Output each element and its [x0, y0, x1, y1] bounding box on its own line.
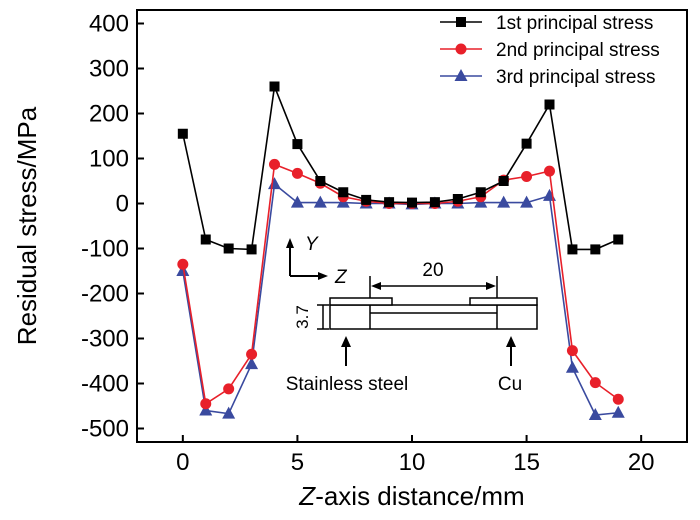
inset-y-label: Y: [305, 234, 319, 255]
data-point: [497, 195, 511, 208]
inset-schematic: Y Z 20 3.7 Stainless steel Cu: [286, 234, 538, 395]
data-point: [475, 187, 486, 198]
data-point: [200, 398, 212, 410]
legend-label: 1st principal stress: [496, 13, 653, 34]
inset-steel-arrow-head: [341, 336, 351, 347]
data-point: [313, 195, 327, 208]
series-layer: [176, 81, 625, 420]
y-tick-label: -300: [81, 326, 129, 353]
data-point: [544, 99, 555, 110]
y-tick-label: -400: [81, 371, 129, 398]
data-point: [498, 176, 509, 186]
x-tick-label: 10: [399, 449, 426, 476]
data-point: [429, 197, 440, 208]
data-point: [246, 244, 257, 255]
data-point: [543, 188, 556, 201]
legend-entry: 1st principal stress: [440, 13, 653, 34]
x-tick-label: 0: [176, 449, 189, 476]
data-point: [452, 194, 463, 204]
data-point: [407, 197, 417, 208]
inset-right-tab: [469, 297, 538, 306]
data-point: [613, 234, 624, 245]
axis-ticks: [137, 22, 643, 442]
inset-left-tab: [329, 297, 393, 306]
legend-marker: [455, 43, 467, 55]
data-point: [315, 176, 326, 186]
series-line: [182, 83, 619, 251]
series-2: [177, 158, 624, 410]
legend-label: 2nd principal stress: [496, 40, 660, 61]
data-point: [566, 345, 578, 357]
inset-z-label: Z: [334, 267, 348, 288]
data-point: [292, 139, 303, 150]
inset-dim-arrow-right: [486, 282, 496, 290]
inset-thickness-label: 3.7: [293, 305, 312, 329]
data-point: [290, 195, 304, 208]
data-point: [223, 243, 234, 254]
legend-entry: 2nd principal stress: [440, 40, 660, 61]
y-axis-title: Residual stress/MPa: [12, 106, 42, 345]
data-point: [361, 194, 372, 205]
inset-z-arrow-head: [318, 272, 328, 280]
data-point: [269, 158, 280, 170]
y-tick-label: -200: [81, 281, 129, 308]
inset-specimen-body: [329, 304, 538, 330]
x-axis-title-italic: Z: [298, 481, 316, 511]
y-tick-label: -500: [81, 416, 129, 443]
series-1: [177, 81, 624, 255]
data-point: [246, 348, 258, 360]
data-point: [521, 138, 532, 149]
data-point: [222, 406, 236, 419]
axis-tick-labels: 0 5 10 15 20 400 300 200 100 0 -100 -200 -300 -400 -50…: [81, 11, 655, 477]
data-point: [177, 128, 188, 139]
inset-steel-label: Stainless steel: [286, 374, 409, 395]
data-point: [612, 393, 624, 405]
data-point: [544, 165, 555, 177]
x-axis-title: Z-axis distance/mm: [298, 481, 524, 511]
x-tick-label: 5: [291, 449, 304, 476]
legend-entry: 3rd principal stress: [440, 67, 655, 88]
y-tick-label: 400: [89, 11, 129, 38]
data-point: [200, 234, 211, 245]
inset-y-arrow-head: [286, 238, 294, 248]
data-point: [269, 81, 280, 92]
x-tick-label: 20: [628, 449, 655, 476]
y-tick-label: 0: [116, 191, 129, 218]
data-point: [291, 167, 303, 179]
legend-marker: [456, 17, 466, 27]
inset-cu-label: Cu: [498, 374, 522, 395]
data-point: [521, 171, 533, 182]
y-tick-label: 300: [89, 56, 129, 83]
data-point: [199, 403, 213, 416]
data-point: [590, 244, 601, 255]
legend-label: 3rd principal stress: [496, 67, 655, 88]
x-tick-label: 15: [513, 449, 540, 476]
legend-marker: [454, 69, 468, 81]
data-point: [520, 195, 534, 208]
data-point: [588, 408, 602, 420]
data-point: [565, 360, 579, 373]
inset-cu-arrow-head: [506, 336, 516, 347]
data-point: [589, 377, 601, 389]
data-point: [611, 405, 625, 418]
inset-length-label: 20: [422, 260, 443, 281]
x-axis-title-rest: -axis distance/mm: [315, 481, 525, 511]
inset-dim-arrow-left: [371, 282, 381, 290]
data-point: [338, 187, 349, 198]
data-point: [245, 357, 259, 370]
y-tick-label: -100: [81, 236, 129, 263]
data-point: [177, 258, 189, 270]
y-tick-label: 200: [89, 101, 129, 128]
data-point: [268, 177, 281, 190]
data-point: [223, 383, 235, 395]
data-point: [567, 244, 578, 255]
data-point: [176, 264, 190, 276]
legend: 1st principal stress 2nd principal stress…: [440, 13, 660, 88]
y-tick-label: 100: [89, 146, 129, 173]
data-point: [384, 197, 395, 208]
